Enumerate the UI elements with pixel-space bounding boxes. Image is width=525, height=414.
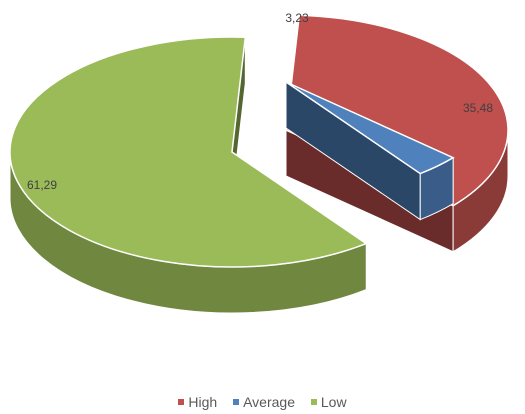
legend-swatch-average [233, 399, 240, 406]
chart-legend: High Average Low [0, 394, 525, 410]
data-label-high: 35,48 [463, 101, 493, 115]
legend-label-average: Average [243, 394, 295, 410]
legend-item-high: High [178, 394, 217, 410]
legend-label-low: Low [320, 394, 347, 410]
legend-label-high: High [188, 394, 218, 410]
legend-swatch-high [178, 399, 185, 406]
slice-low [9, 36, 368, 268]
legend-item-average: Average [233, 394, 295, 410]
pie-slices [9, 14, 509, 314]
data-label-average: 3,23 [285, 11, 309, 25]
legend-item-low: Low [310, 394, 347, 410]
data-label-low: 61,29 [27, 178, 57, 192]
slice-average [285, 81, 455, 175]
data-labels: 35,48 3,23 61,29 [27, 11, 493, 192]
legend-swatch-low [310, 399, 317, 406]
